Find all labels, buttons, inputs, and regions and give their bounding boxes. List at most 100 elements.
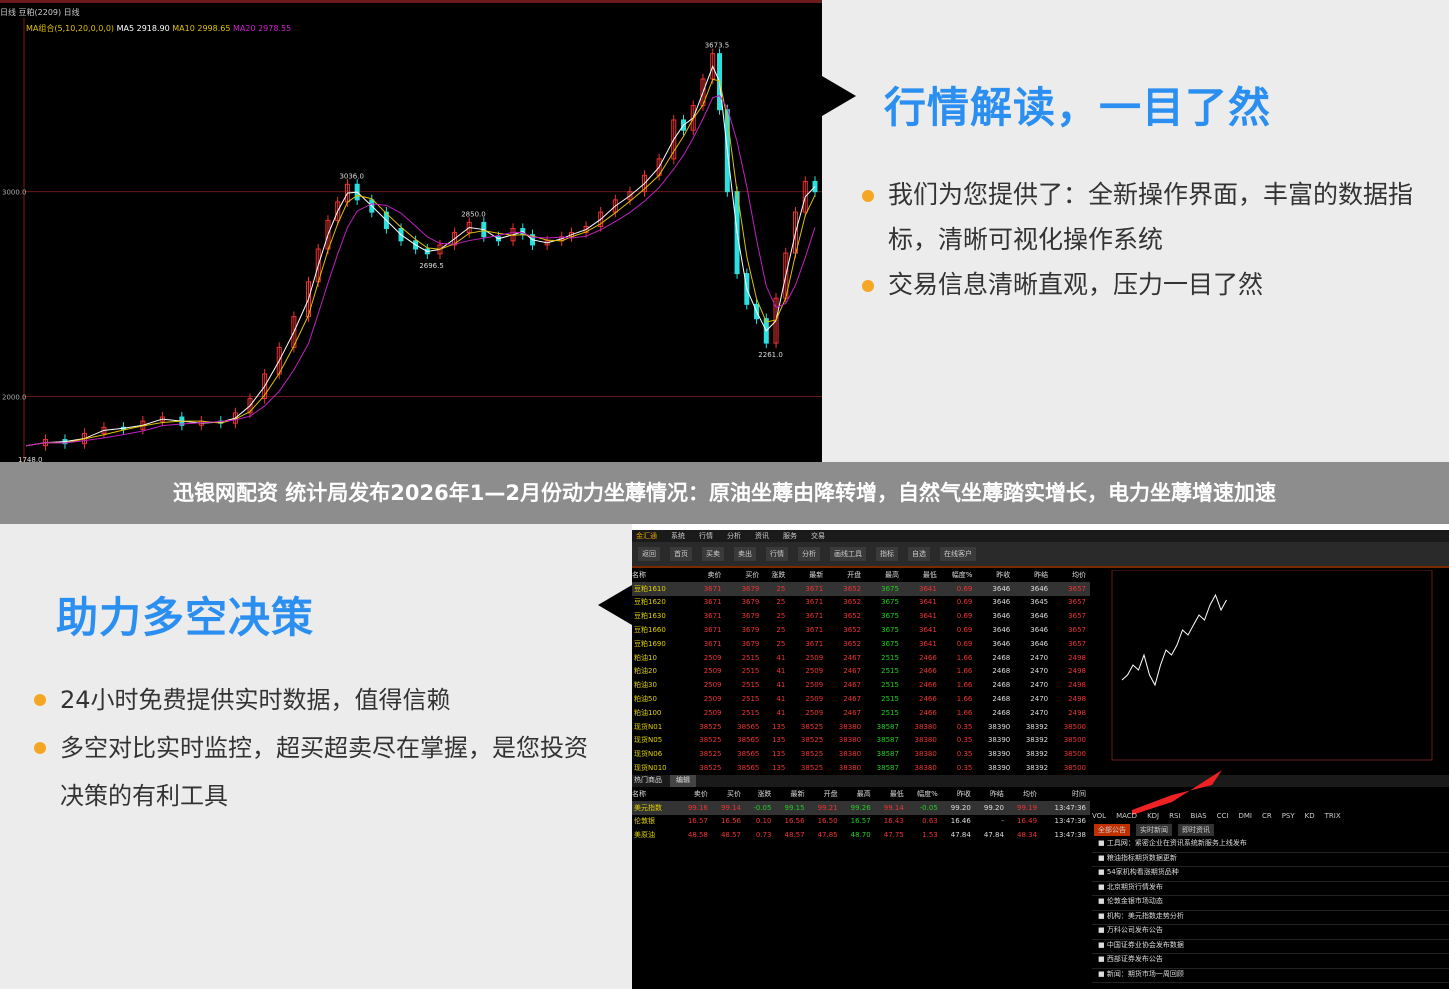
column-header[interactable]: 最高 bbox=[856, 789, 871, 798]
cell: 13:47:36 bbox=[1054, 803, 1086, 812]
news-tabs: 全部公告 实时新闻 即时资讯 bbox=[1094, 824, 1214, 836]
cell: 3675 bbox=[881, 612, 899, 621]
cell: 2515 bbox=[741, 695, 760, 704]
column-header[interactable]: 最新 bbox=[809, 570, 824, 579]
news-item[interactable]: ■ 粮油指标期货数据更新 bbox=[1092, 853, 1449, 867]
news-item[interactable]: ■ 机构：美元指数走势分析 bbox=[1092, 911, 1449, 925]
toolbar-button[interactable]: 行情 bbox=[766, 547, 788, 561]
column-header[interactable]: 开盘 bbox=[823, 789, 838, 798]
news-item[interactable]: ■ 工具网：紧密企业在资讯系统新服务上线发布 bbox=[1092, 838, 1449, 853]
cell: 1.66 bbox=[956, 681, 973, 690]
column-header[interactable]: 最高 bbox=[884, 570, 899, 579]
table-row[interactable]: 粕油50 2509 2515 41 2509 2467 2515 2466 1.66 2468 24… bbox=[632, 692, 1090, 706]
toolbar-button[interactable]: 自选 bbox=[908, 547, 930, 561]
table-row[interactable]: 美元指数 99.16 99.14 -0.05 99.15 99.21 99.26 99.14 -… bbox=[632, 800, 1090, 815]
indicator-tab[interactable]: CCI bbox=[1216, 812, 1229, 820]
cell: 38525 bbox=[699, 736, 722, 745]
table-row[interactable]: 粕油30 2509 2515 41 2509 2467 2515 2466 1.66 2468 24… bbox=[632, 678, 1090, 692]
news-tab[interactable]: 实时新闻 bbox=[1136, 824, 1172, 836]
menu-item[interactable]: 分析 bbox=[727, 532, 741, 540]
indicator-tab[interactable]: VOL bbox=[1092, 812, 1107, 820]
column-header[interactable]: 名称 bbox=[632, 789, 646, 798]
cell: 3671 bbox=[805, 626, 824, 635]
column-header[interactable]: 最低 bbox=[889, 789, 904, 798]
column-header[interactable]: 昨结 bbox=[1034, 570, 1049, 579]
tab-hot[interactable]: 热门商品 bbox=[634, 775, 662, 784]
column-header[interactable]: 幅度% bbox=[917, 789, 938, 798]
menu-item[interactable]: 资讯 bbox=[755, 532, 769, 540]
column-header[interactable]: 时间 bbox=[1072, 789, 1086, 798]
indicator-tab[interactable]: BIAS bbox=[1190, 812, 1207, 820]
news-item[interactable]: ■ 万科公司发布公告 bbox=[1092, 925, 1449, 940]
column-header[interactable]: 均价 bbox=[1023, 789, 1038, 798]
cell: 47.75 bbox=[883, 831, 904, 840]
menu-item[interactable]: 服务 bbox=[783, 532, 797, 540]
column-header[interactable]: 涨跌 bbox=[771, 570, 786, 579]
table-row[interactable]: 豆粕1690 3671 3679 25 3671 3652 3675 3641 0.69 3646… bbox=[632, 637, 1090, 651]
indicator-tab[interactable]: KD bbox=[1304, 812, 1315, 820]
indicator-tab[interactable]: RSI bbox=[1169, 812, 1181, 820]
table-row[interactable]: 美原油 48.58 48.57 0.73 48.57 47.85 48.70 47.75 1.5… bbox=[632, 828, 1090, 842]
table-row[interactable]: 现货N01 38525 38565 135 38525 38380 38587 38380 0.… bbox=[632, 720, 1090, 734]
table-row[interactable]: 粕油20 2509 2515 41 2509 2467 2515 2466 1.66 2468 24… bbox=[632, 665, 1090, 679]
menu-item[interactable]: 金汇通 bbox=[636, 532, 657, 540]
table-row[interactable]: 伦敦银 16.57 16.56 0.10 16.56 16.50 16.57 16.43 0.6… bbox=[632, 815, 1090, 829]
news-tab[interactable]: 全部公告 bbox=[1094, 824, 1130, 836]
menu-item[interactable]: 交易 bbox=[811, 532, 825, 540]
news-item[interactable]: ■ 中国证券业协会发布数据 bbox=[1092, 940, 1449, 954]
news-item[interactable]: ■ 西部证券发布公告 bbox=[1092, 954, 1449, 969]
column-header[interactable]: 最新 bbox=[790, 789, 805, 798]
indicator-tab[interactable]: TRIX bbox=[1324, 812, 1341, 820]
toolbar-button[interactable]: 买卖 bbox=[702, 547, 724, 561]
cell: 0.35 bbox=[956, 750, 973, 759]
column-header[interactable]: 卖价 bbox=[707, 570, 722, 579]
table-row[interactable]: 现货N06 38525 38565 135 38525 38380 38587 38380 0.… bbox=[632, 747, 1090, 761]
indicator-tab[interactable]: MACD bbox=[1116, 812, 1138, 820]
column-header[interactable]: 名称 bbox=[632, 570, 646, 579]
news-tab[interactable]: 即时资讯 bbox=[1178, 824, 1214, 836]
candle bbox=[583, 225, 589, 234]
column-header[interactable]: 昨结 bbox=[989, 789, 1004, 798]
indicator-tab[interactable]: CR bbox=[1261, 812, 1272, 820]
table-row[interactable]: 豆粕1610 3671 3679 25 3671 3652 3675 3641 0.69 3646… bbox=[632, 581, 1090, 596]
table-row[interactable]: 豆粕1630 3671 3679 25 3671 3652 3675 3641 0.69 3646… bbox=[632, 609, 1090, 623]
table-row[interactable]: 现货N010 38525 38565 135 38525 38380 38587 38380 0… bbox=[632, 761, 1090, 775]
indicator-tab[interactable]: DMI bbox=[1238, 812, 1252, 820]
menu-item[interactable]: 行情 bbox=[699, 532, 713, 540]
news-item[interactable]: ■ 新闻：期货市场一周回顾 bbox=[1092, 969, 1449, 983]
toolbar-button[interactable]: 返回 bbox=[638, 547, 660, 561]
news-item[interactable]: ■ 54家机构看涨期货品种 bbox=[1092, 867, 1449, 882]
column-header[interactable]: 昨收 bbox=[956, 789, 971, 798]
column-header[interactable]: 涨跌 bbox=[757, 789, 772, 798]
column-header[interactable]: 买价 bbox=[745, 570, 760, 579]
table-row[interactable]: 粕油10 2509 2515 41 2509 2467 2515 2466 1.66 2468 24… bbox=[632, 651, 1090, 665]
column-header[interactable]: 买价 bbox=[726, 789, 741, 798]
toolbar-button[interactable]: 在线客户 bbox=[940, 547, 976, 561]
table-row[interactable]: 豆粕1620 3671 3679 25 3671 3652 3675 3641 0.69 3646… bbox=[632, 596, 1090, 610]
toolbar-button[interactable]: 画线工具 bbox=[830, 547, 866, 561]
table-row[interactable]: 现货N05 38525 38565 135 38525 38380 38587 38380 0.… bbox=[632, 734, 1090, 748]
cell: 3657 bbox=[1068, 612, 1086, 621]
toolbar-button[interactable]: 分析 bbox=[798, 547, 820, 561]
menu-item[interactable]: 系统 bbox=[671, 532, 685, 540]
indicator-tab[interactable]: KDJ bbox=[1147, 812, 1160, 820]
cell: 38525 bbox=[800, 750, 824, 759]
toolbar-button[interactable]: 卖出 bbox=[734, 547, 756, 561]
column-header[interactable]: 卖价 bbox=[693, 789, 708, 798]
column-header[interactable]: 开盘 bbox=[847, 570, 862, 579]
toolbar-button[interactable]: 首页 bbox=[670, 547, 692, 561]
indicator-tab[interactable]: PSY bbox=[1281, 812, 1295, 820]
column-header[interactable]: 昨收 bbox=[996, 570, 1011, 579]
cell: 48.58 bbox=[687, 831, 708, 840]
toolbar-button[interactable]: 指标 bbox=[876, 547, 898, 561]
pointer-arrow bbox=[598, 585, 632, 625]
edit-button[interactable]: 编辑 bbox=[670, 774, 696, 787]
column-header[interactable]: 最低 bbox=[922, 570, 937, 579]
column-header[interactable]: 均价 bbox=[1072, 570, 1086, 579]
table-row[interactable]: 粕油100 2509 2515 41 2509 2467 2515 2466 1.66 2468 2… bbox=[632, 706, 1090, 720]
table-row[interactable]: 豆粕1660 3671 3679 25 3671 3652 3675 3641 0.69 3646… bbox=[632, 623, 1090, 637]
cell: 3679 bbox=[741, 584, 760, 593]
news-item[interactable]: ■ 北京期货行情发布 bbox=[1092, 882, 1449, 896]
news-item[interactable]: ■ 伦敦金银市场动态 bbox=[1092, 896, 1449, 911]
column-header[interactable]: 幅度% bbox=[951, 570, 973, 579]
